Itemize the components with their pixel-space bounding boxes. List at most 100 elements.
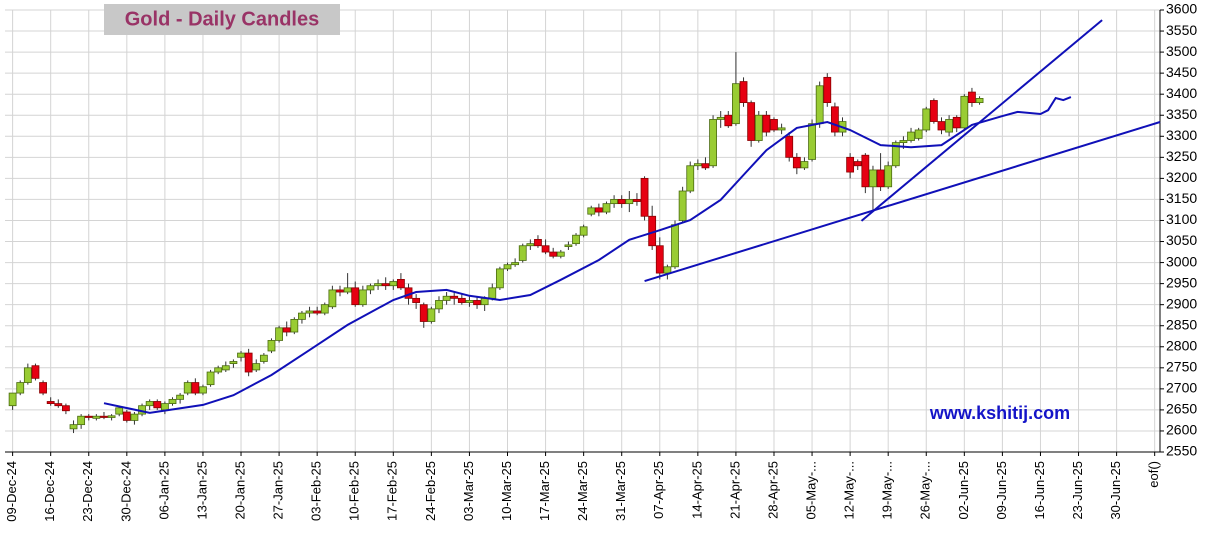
candle-body [160,403,169,411]
x-tick-label: 30-Dec-24 [118,461,133,522]
candle-body [412,297,421,303]
candle-body [556,251,565,257]
candle-body [115,407,124,415]
y-tick-label: 2950 [1166,274,1197,290]
y-tick-label: 3500 [1166,43,1197,59]
candle-body [534,239,542,247]
x-tick-label: 23-Jun-25 [1070,461,1085,520]
y-tick-label: 3050 [1166,232,1197,248]
candle-body [701,163,710,169]
x-tick-label: 03-Mar-25 [461,461,476,521]
candle-body [100,415,108,418]
x-tick-label: 24-Feb-25 [423,461,438,521]
y-tick-label: 3600 [1166,1,1197,17]
candle-body [397,279,405,289]
candle-body [724,114,733,127]
candle-body [929,100,938,122]
candle-body [610,199,618,205]
y-tick-label: 2700 [1166,380,1197,396]
candle-body [808,123,816,160]
candle-body [777,127,786,131]
x-tick-label: 26-May-... [918,461,933,520]
y-tick-label: 3150 [1166,190,1197,206]
candle-body [846,156,855,173]
candle-body [457,297,466,303]
x-tick-label: 07-Apr-25 [651,461,666,519]
candle-body [739,81,748,104]
candle-body [671,224,679,268]
candle-body [823,76,832,104]
candle-body [541,245,550,253]
candle-body [937,121,946,131]
candle-body [968,91,976,104]
x-tick-label: 16-Dec-24 [42,461,57,522]
y-tick-label: 3000 [1166,253,1197,269]
candle-body [594,207,603,213]
x-tick-label: eof() [1146,461,1161,488]
y-tick-label: 2750 [1166,359,1197,375]
candle-body [77,415,86,426]
title-box [104,4,340,35]
candle-body [891,142,900,167]
candle-body [488,287,497,299]
x-tick-label: 23-Dec-24 [80,461,95,522]
candle-body [122,411,131,421]
x-tick-label: 16-Jun-25 [1032,461,1047,520]
candle-body [351,287,360,306]
y-tick-label: 2800 [1166,337,1197,353]
candle-body [907,131,915,141]
candle-body [465,300,474,303]
candle-body [252,363,261,371]
candle-body [237,352,245,358]
y-tick-label: 3400 [1166,85,1197,101]
x-tick-label: 13-Jan-25 [194,461,209,520]
y-tick-label: 2900 [1166,295,1197,311]
candle-body [830,106,839,133]
candle-body [922,108,931,131]
x-tick-label: 27-Jan-25 [271,461,286,520]
candle-body [770,119,778,131]
x-tick-label: 05-May-... [803,461,818,520]
x-tick-label: 28-Apr-25 [765,461,780,519]
candle-body [952,116,961,129]
candle-body [275,327,283,341]
y-tick-label: 2650 [1166,401,1197,417]
candle-body [145,401,154,407]
candle-body [785,135,794,158]
candle-body [549,251,558,257]
candle-body [693,163,702,167]
candle-body [183,382,192,394]
candle-body [31,365,40,379]
candle-body [450,295,459,299]
candle-body [199,386,207,394]
y-tick-label: 3450 [1166,64,1197,80]
candle-body [678,190,687,221]
candle-body [572,234,580,245]
candle-body [480,297,489,306]
candle-body [244,352,253,373]
candle-body [442,295,451,301]
candle-body [206,371,215,386]
candle-body [655,245,664,274]
candle-body [23,367,32,383]
candle-body [495,268,504,289]
candle-body [564,244,573,247]
candle-body [869,169,877,188]
candle-body [960,95,969,129]
candle-body [92,415,101,419]
candle-body [221,365,230,371]
x-tick-label: 17-Mar-25 [537,461,552,521]
candle-body [861,154,870,188]
candle-body [62,405,70,412]
y-tick-label: 2600 [1166,422,1197,438]
candle-body [625,199,634,205]
candle-body [709,119,717,167]
candle-body [876,169,885,188]
x-tick-label: 24-Mar-25 [575,461,590,521]
candle-body [853,161,862,167]
y-tick-label: 3200 [1166,169,1197,185]
x-tick-label: 09-Jun-25 [994,461,1009,520]
y-tick-label: 3100 [1166,211,1197,227]
x-tick-label: 09-Dec-24 [4,461,19,522]
